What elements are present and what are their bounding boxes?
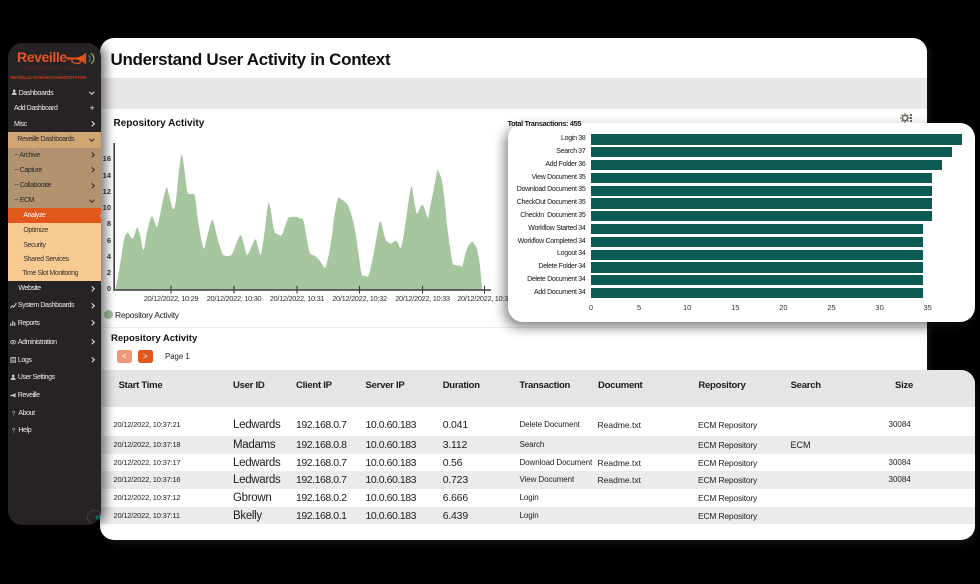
svg-text:?: ? — [12, 411, 16, 416]
svg-text:?: ? — [12, 429, 16, 434]
